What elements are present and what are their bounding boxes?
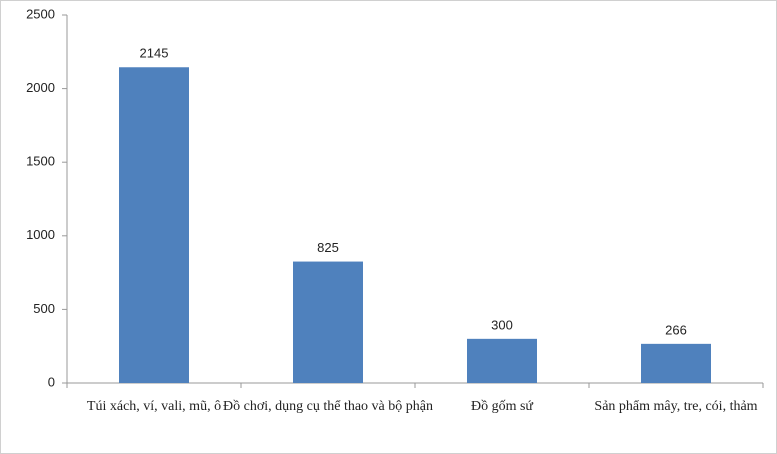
value-label: 300: [491, 317, 513, 332]
bar: [467, 338, 537, 383]
x-tick-label: Đồ gốm sứ: [471, 399, 533, 414]
y-tick-label: 1500: [26, 154, 55, 169]
bar: [293, 261, 363, 383]
x-tick-label: Túi xách, ví, vali, mũ, ô: [87, 399, 221, 414]
bar: [641, 343, 711, 383]
y-tick-label: 1000: [26, 227, 55, 242]
x-tick-label: Sản phẩm mây, tre, cói, thảm: [594, 399, 757, 414]
y-tick-label: 500: [33, 301, 55, 316]
y-tick-label: 0: [48, 374, 55, 389]
y-tick-label: 2500: [26, 6, 55, 21]
y-tick-label: 2000: [26, 80, 55, 95]
value-label: 2145: [140, 46, 169, 61]
value-label: 825: [317, 240, 339, 255]
x-tick-label: Đồ chơi, dụng cụ thể thao và bộ phận: [223, 399, 433, 414]
bar: [119, 67, 189, 384]
value-label: 266: [665, 322, 687, 337]
